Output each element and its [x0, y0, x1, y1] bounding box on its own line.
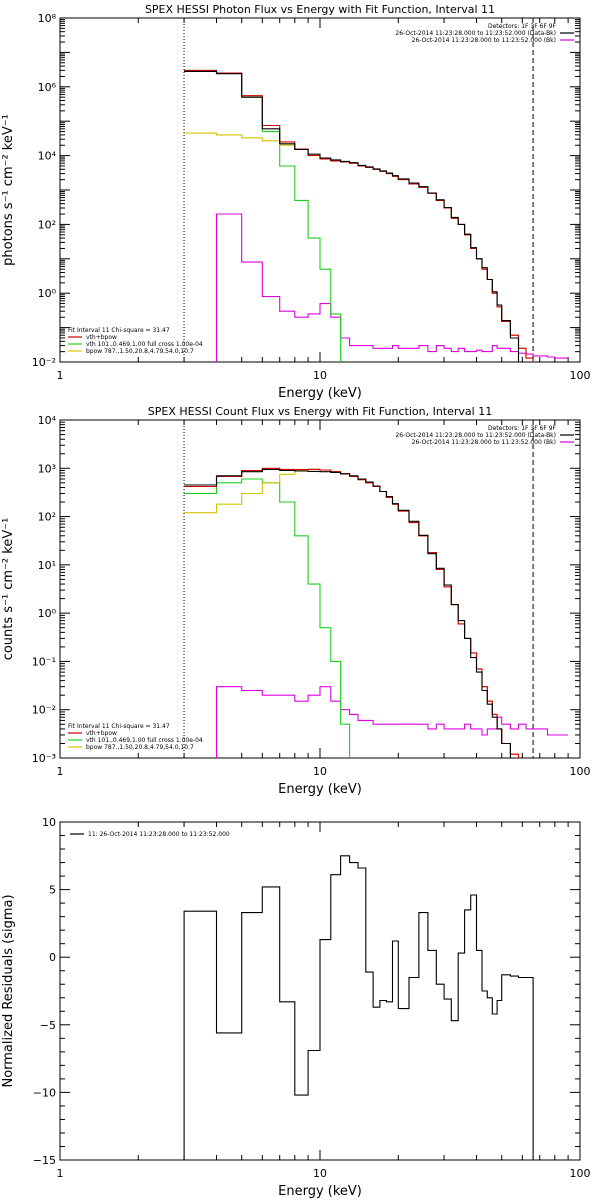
y-tick-label: 10⁻² — [32, 356, 56, 369]
y-axis-label: counts s⁻¹ cm⁻² keV⁻¹ — [1, 518, 16, 661]
y-tick-label: 10² — [38, 511, 56, 524]
legend-entry-label: vth 101.,0.469,1.00 full cross 1.00e-04 — [86, 341, 203, 348]
panel-photon: SPEX HESSI Photon Flux vs Energy with Fi… — [1, 3, 591, 401]
y-tick-label: 10¹ — [38, 559, 56, 572]
y-tick-label: 0 — [49, 951, 56, 964]
x-tick-label: 1 — [57, 369, 64, 382]
x-tick-label: 10 — [313, 369, 327, 382]
y-tick-label: 10⁰ — [38, 287, 57, 300]
x-axis-label: Energy (keV) — [278, 1184, 362, 1199]
series-vth — [184, 478, 351, 758]
series-bkg — [215, 213, 569, 362]
y-tick-label: 10⁰ — [38, 607, 57, 620]
x-axis-label: Energy (keV) — [278, 782, 362, 797]
panel-resid: 1 10 100 −15 −10 −5 0 5 10 Energy (keV) Normalized… — [1, 816, 591, 1199]
legend-entry-label: 26-Oct-2014 11:23:28.000 to 11:23:52.000… — [395, 30, 556, 37]
y-tick-label: 10⁻¹ — [32, 655, 56, 668]
x-tick-label: 1 — [57, 1167, 64, 1180]
legend-fit-header: Fit Interval 11 Chi-square = 31.47 — [68, 723, 170, 730]
y-tick-label: 10⁸ — [38, 12, 57, 25]
series-total — [184, 468, 511, 758]
y-tick-label: 10² — [38, 218, 56, 231]
y-tick-label: 10 — [42, 816, 56, 829]
series-total — [184, 70, 520, 362]
x-axis-label: Energy (keV) — [278, 386, 362, 401]
y-tick-label: −5 — [40, 1019, 56, 1032]
y-tick-label: 10⁻³ — [32, 752, 56, 765]
chart-title: SPEX HESSI Count Flux vs Energy with Fit… — [148, 405, 492, 418]
panel-count: SPEX HESSI Count Flux vs Energy with Fit… — [1, 405, 591, 797]
x-tick-label: 100 — [570, 369, 591, 382]
legend-entry-label: 26-Oct-2014 11:23:28.000 to 11:23:52.000… — [412, 439, 556, 446]
legend-entry-label: vth+bpow — [86, 334, 117, 341]
series-vth — [184, 69, 342, 362]
legend-entry-label: 26-Oct-2014 11:23:28.000 to 11:23:52.000… — [412, 37, 556, 44]
series-bkg — [215, 686, 569, 758]
y-tick-label: 10³ — [38, 462, 56, 475]
y-tick-label: 10⁴ — [38, 150, 57, 163]
legend-entry-label: 26-Oct-2014 11:23:28.000 to 11:23:52.000… — [395, 432, 556, 439]
x-tick-label: 10 — [313, 1167, 327, 1180]
legend-header: Detectors: 1F 3F 6F 9F — [488, 425, 557, 432]
legend-entry-label: 11: 26-Oct-2014 11:23:28.000 to 11:23:52… — [88, 831, 230, 838]
y-axis-label: photons s⁻¹ cm⁻² keV⁻¹ — [1, 114, 16, 266]
legend-entry-label: vth+bpow — [86, 730, 117, 737]
legend-entry-label: vth 101.,0.469,1.00 full cross 1.00e-04 — [86, 737, 203, 744]
y-tick-label: 10⁴ — [38, 414, 57, 427]
y-axis-label: Normalized Residuals (sigma) — [1, 894, 16, 1087]
x-tick-label: 100 — [570, 1167, 591, 1180]
y-tick-label: −10 — [33, 1086, 56, 1099]
legend-header: Detectors: 1F 3F 6F 9F — [488, 23, 557, 30]
legend-entry-label: bpow 787.,1.50,20.8,4.79,54.0,10.7 — [86, 744, 194, 751]
series-residuals — [183, 855, 534, 1160]
x-tick-label: 100 — [570, 765, 591, 778]
y-tick-label: 10⁶ — [38, 81, 57, 94]
x-tick-label: 10 — [313, 765, 327, 778]
y-tick-label: 5 — [49, 884, 56, 897]
legend-fit-header: Fit Interval 11 Chi-square = 31.47 — [68, 327, 170, 334]
y-tick-label: −15 — [33, 1154, 56, 1167]
y-tick-label: 10⁻² — [32, 704, 56, 717]
legend-entry-label: bpow 787.,1.50,20.8,4.79,54.0,10.7 — [86, 348, 194, 355]
x-tick-label: 1 — [57, 765, 64, 778]
chart-title: SPEX HESSI Photon Flux vs Energy with Fi… — [145, 3, 495, 16]
